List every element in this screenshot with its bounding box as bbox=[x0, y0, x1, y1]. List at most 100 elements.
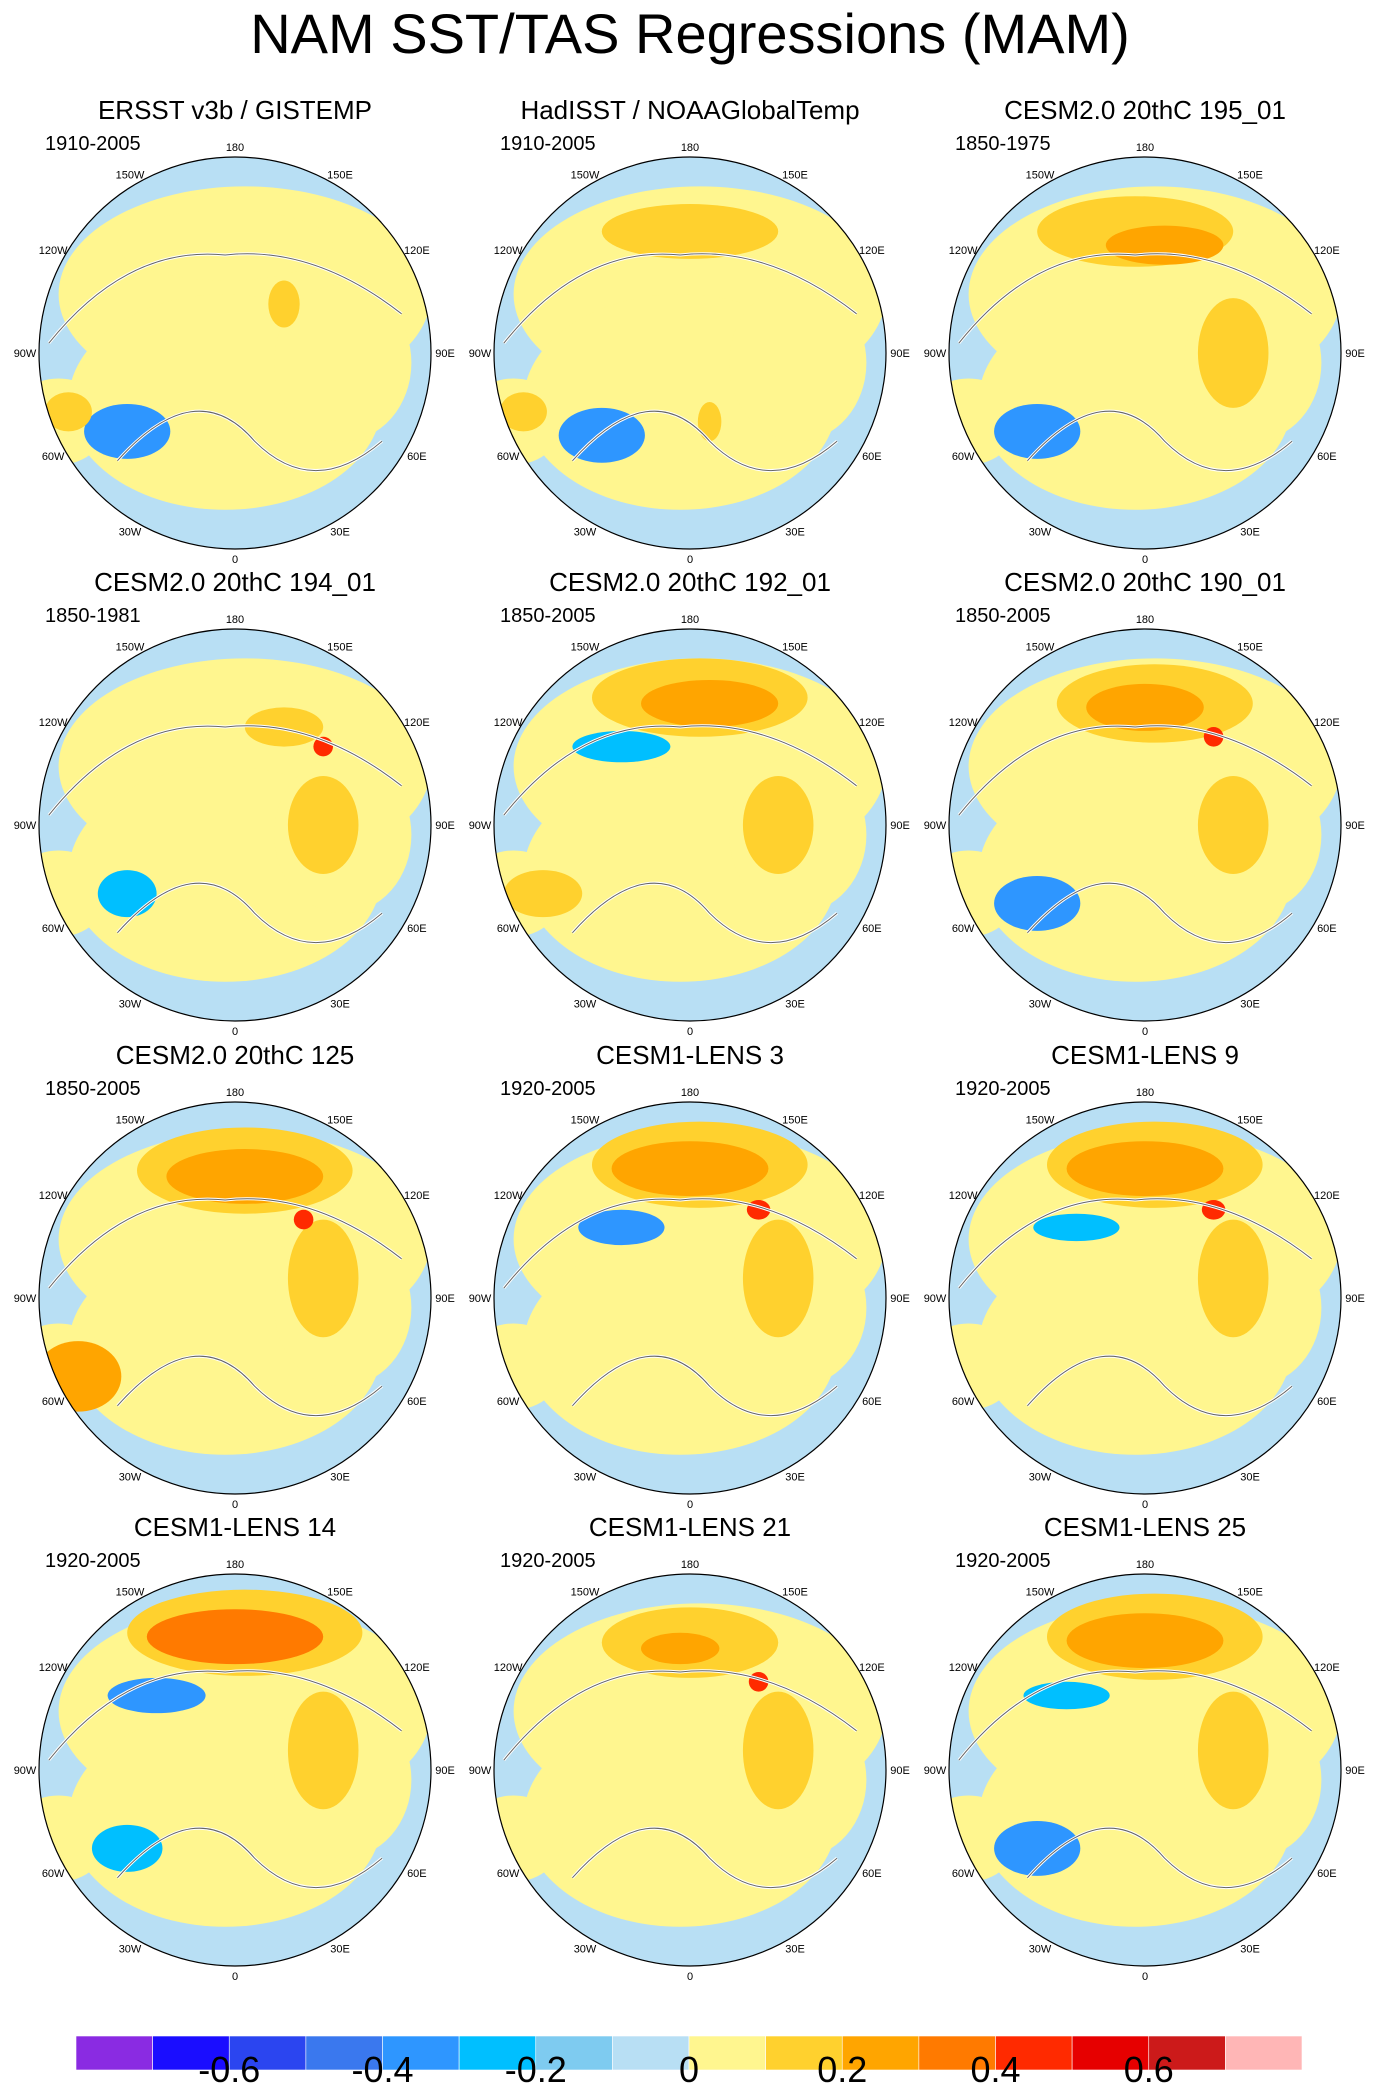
polar-map: 180 150E 120E 90E 60E 30E 0 30W 60W 90W 120W 150W bbox=[14, 1559, 455, 1982]
polar-map: 180 150E 120E 90E 60E 30E 0 30W 60W 90W 120W 150W bbox=[469, 142, 910, 565]
longitude-label: 120W bbox=[39, 245, 68, 257]
anomaly-region bbox=[697, 402, 722, 442]
anomaly-region bbox=[146, 1609, 324, 1665]
longitude-label: 90W bbox=[924, 1765, 947, 1777]
longitude-label: 180 bbox=[226, 614, 244, 626]
longitude-label: 60W bbox=[952, 1868, 975, 1880]
longitude-label: 30E bbox=[785, 1943, 805, 1955]
longitude-label: 180 bbox=[681, 142, 699, 154]
longitude-label: 30W bbox=[119, 1943, 142, 1955]
coastline bbox=[958, 253, 1312, 471]
longitude-label: 120W bbox=[494, 1190, 523, 1202]
longitude-label: 90E bbox=[435, 348, 455, 360]
longitude-label: 60E bbox=[407, 1396, 427, 1408]
longitude-label: 180 bbox=[226, 1087, 244, 1099]
longitude-label: 120W bbox=[39, 1662, 68, 1674]
longitude-label: 60W bbox=[497, 1868, 520, 1880]
panel-title: CESM2.0 20thC 194_01 bbox=[94, 567, 376, 597]
longitude-label: 120W bbox=[494, 1662, 523, 1674]
longitude-label: 90E bbox=[435, 820, 455, 832]
panel-title: CESM2.0 20thC 125 bbox=[115, 1040, 355, 1070]
longitude-label: 150E bbox=[327, 1587, 353, 1599]
map-panel: 180 150E 120E 90E 60E 30E 0 30W 60W 90W 120W 150W C… bbox=[10, 567, 460, 1037]
longitude-label: 120E bbox=[404, 717, 430, 729]
panel-title: CESM1-LENS 9 bbox=[1051, 1040, 1239, 1070]
anomaly-region bbox=[994, 875, 1081, 931]
map-panel: 180 150E 120E 90E 60E 30E 0 30W 60W 90W 120W 150W C… bbox=[920, 1512, 1370, 1982]
longitude-label: 150E bbox=[327, 170, 353, 182]
longitude-label: 60E bbox=[862, 923, 882, 935]
anomaly-region bbox=[166, 1149, 324, 1204]
longitude-label: 60E bbox=[1317, 1396, 1337, 1408]
longitude-label: 90E bbox=[890, 348, 910, 360]
longitude-label: 90W bbox=[924, 348, 947, 360]
map-border bbox=[493, 1101, 887, 1495]
field-layer bbox=[39, 1102, 431, 1494]
longitude-label: 30W bbox=[574, 1943, 597, 1955]
colorbar-swatch bbox=[995, 2036, 1073, 2070]
longitude-label: 60W bbox=[952, 923, 975, 935]
longitude-label: 30E bbox=[1240, 1471, 1260, 1483]
longitude-label: 60W bbox=[952, 451, 975, 463]
longitude-label: 150E bbox=[1237, 642, 1263, 654]
map-panel: 180 150E 120E 90E 60E 30E 0 30W 60W 90W 120W 150W C… bbox=[920, 1040, 1370, 1510]
anomaly-region bbox=[293, 1209, 314, 1230]
anomaly-region bbox=[503, 870, 583, 918]
longitude-label: 150W bbox=[571, 642, 600, 654]
anomaly-region bbox=[117, 209, 333, 281]
map-panel: 180 150E 120E 90E 60E 30E 0 30W 60W 90W 120W 150W C… bbox=[10, 1040, 460, 1510]
longitude-label: 150W bbox=[116, 170, 145, 182]
anomaly-region bbox=[1197, 776, 1269, 874]
longitude-label: 150W bbox=[1026, 170, 1055, 182]
panel-title: ERSST v3b / GISTEMP bbox=[97, 95, 373, 125]
colorbar-swatch bbox=[918, 2036, 996, 2070]
longitude-label: 30E bbox=[1240, 1943, 1260, 1955]
longitude-label: 90W bbox=[14, 1765, 37, 1777]
longitude-label: 150W bbox=[571, 1587, 600, 1599]
map-panel: 180 150E 120E 90E 60E 30E 0 30W 60W 90W 120W 150W C… bbox=[10, 1512, 460, 1982]
anomaly-region bbox=[268, 280, 300, 328]
longitude-label: 60W bbox=[42, 451, 65, 463]
anomaly-region bbox=[601, 204, 779, 259]
map-border bbox=[38, 628, 432, 1022]
longitude-label: 150W bbox=[116, 1587, 145, 1599]
longitude-label: 120E bbox=[859, 717, 885, 729]
longitude-label: 60E bbox=[407, 1868, 427, 1880]
longitude-label: 30W bbox=[1029, 526, 1052, 538]
anomaly-region bbox=[494, 1795, 563, 1882]
longitude-label: 30E bbox=[785, 998, 805, 1010]
colorbar-tick-label: 0.4 bbox=[970, 2049, 1021, 2090]
longitude-label: 150E bbox=[782, 1115, 808, 1127]
field-layer bbox=[39, 157, 431, 549]
longitude-label: 90W bbox=[469, 1293, 492, 1305]
longitude-label: 0 bbox=[687, 1499, 693, 1510]
map-panel: 180 150E 120E 90E 60E 30E 0 30W 60W 90W 120W 150W C… bbox=[465, 1512, 915, 1982]
polar-map: 180 150E 120E 90E 60E 30E 0 30W 60W 90W 120W 150W bbox=[924, 1559, 1365, 1982]
map-panel: 180 150E 120E 90E 60E 30E 0 30W 60W 90W 120W 150W C… bbox=[465, 567, 915, 1037]
anomaly-region bbox=[244, 707, 324, 747]
anomaly-region bbox=[494, 1323, 563, 1410]
longitude-label: 150E bbox=[782, 642, 808, 654]
longitude-label: 120W bbox=[39, 1190, 68, 1202]
longitude-label: 90W bbox=[469, 1765, 492, 1777]
longitude-label: 0 bbox=[1142, 1499, 1148, 1510]
anomaly-region bbox=[107, 1677, 206, 1714]
longitude-label: 120W bbox=[949, 245, 978, 257]
longitude-label: 90E bbox=[890, 1293, 910, 1305]
anomaly-region bbox=[611, 1141, 769, 1197]
panel-title: CESM1-LENS 14 bbox=[133, 1512, 337, 1542]
anomaly-region bbox=[641, 1632, 720, 1665]
longitude-label: 0 bbox=[1142, 1026, 1148, 1037]
map-panel: 180 150E 120E 90E 60E 30E 0 30W 60W 90W 120W 150W C… bbox=[920, 567, 1370, 1037]
coastline bbox=[48, 1198, 402, 1416]
panel-period: 1920-2005 bbox=[955, 1550, 1051, 1572]
longitude-label: 180 bbox=[681, 1559, 699, 1571]
longitude-label: 60E bbox=[862, 451, 882, 463]
longitude-label: 120E bbox=[1314, 245, 1340, 257]
anomaly-region bbox=[1197, 1691, 1269, 1810]
longitude-label: 90E bbox=[1345, 1765, 1365, 1777]
longitude-label: 180 bbox=[681, 1087, 699, 1099]
longitude-label: 30W bbox=[1029, 1943, 1052, 1955]
longitude-label: 90W bbox=[14, 1293, 37, 1305]
panel-period: 1850-1975 bbox=[955, 133, 1051, 155]
